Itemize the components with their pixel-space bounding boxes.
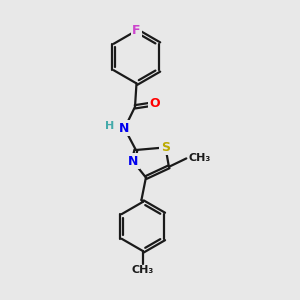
Text: N: N xyxy=(119,122,130,135)
Text: N: N xyxy=(128,155,138,168)
Text: S: S xyxy=(161,141,170,154)
Text: CH₃: CH₃ xyxy=(132,265,154,275)
Text: H: H xyxy=(106,121,115,131)
Text: O: O xyxy=(149,97,160,110)
Text: CH₃: CH₃ xyxy=(189,153,211,164)
Text: F: F xyxy=(132,24,141,37)
